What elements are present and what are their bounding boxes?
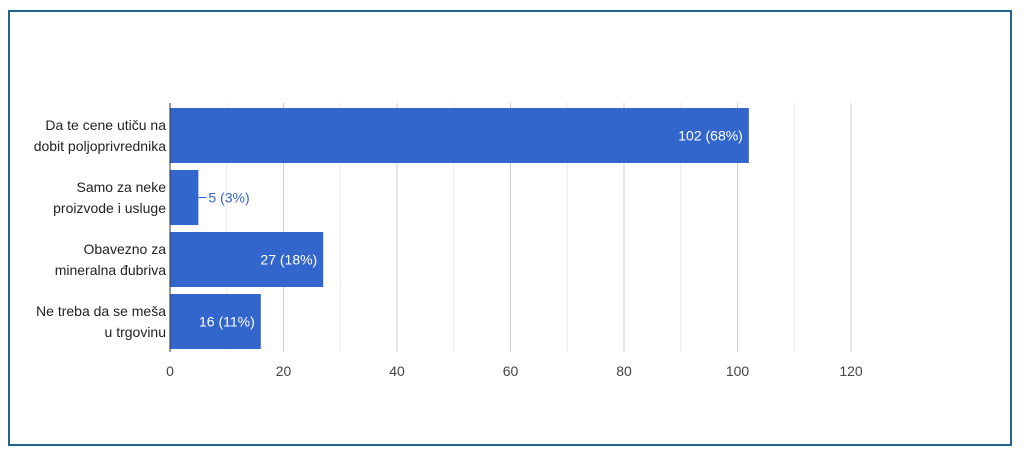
data-label-1: 102 (68%) bbox=[678, 128, 743, 144]
category-label-2: Samo za neke proizvode i usluge bbox=[53, 179, 166, 216]
category-label-1: Da te cene utiču na dobit poljoprivrednik… bbox=[34, 117, 167, 154]
bar-4 bbox=[170, 294, 261, 349]
x-tick-label: 100 bbox=[726, 363, 750, 379]
category-label-line: mineralna đubriva bbox=[55, 262, 166, 278]
x-tick-label: 40 bbox=[389, 363, 405, 379]
category-label-line: Da te cene utiču na bbox=[45, 117, 166, 133]
x-tick-label: 0 bbox=[166, 363, 174, 379]
category-label-line: dobit poljoprivrednika bbox=[34, 138, 167, 154]
category-label-4: Ne treba da se meša u trgovinu bbox=[36, 303, 166, 340]
axis-layer: 0 20 40 60 80 100 120 bbox=[166, 103, 863, 379]
category-label-line: proizvode i usluge bbox=[53, 200, 166, 216]
category-label-line: Samo za neke bbox=[77, 179, 167, 195]
label-layer: 102 (68%) Da te cene utiču na dobit poljop… bbox=[34, 117, 743, 340]
x-tick-label: 20 bbox=[276, 363, 292, 379]
category-label-3: Obavezno za mineralna đubriva bbox=[55, 241, 167, 278]
bar-1 bbox=[170, 108, 749, 163]
data-label-3: 27 (18%) bbox=[260, 252, 317, 268]
category-label-line: Ne treba da se meša bbox=[36, 303, 166, 319]
data-label-4: 16 (11%) bbox=[199, 314, 255, 330]
x-tick-label: 60 bbox=[503, 363, 519, 379]
bar-layer bbox=[170, 108, 749, 349]
bar-3 bbox=[170, 232, 324, 287]
x-tick-label: 120 bbox=[839, 363, 863, 379]
category-label-line: Obavezno za bbox=[84, 241, 167, 257]
bar-2 bbox=[170, 170, 199, 225]
category-label-line: u trgovinu bbox=[105, 324, 166, 340]
x-tick-label: 80 bbox=[616, 363, 632, 379]
data-label-2: 5 (3%) bbox=[208, 190, 249, 206]
